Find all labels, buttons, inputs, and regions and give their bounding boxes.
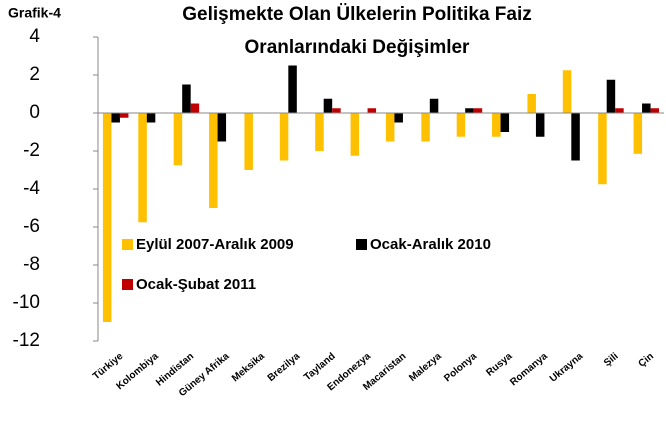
y-tick-label: -4	[23, 178, 40, 199]
bar	[182, 84, 191, 113]
bar	[323, 98, 333, 113]
y-tick-label: -8	[23, 254, 40, 275]
bar	[606, 79, 616, 113]
bar	[633, 113, 643, 154]
x-tick-label: Şili	[602, 351, 621, 369]
bar	[500, 113, 510, 132]
chart-label: Grafik-4	[8, 5, 61, 21]
bar	[473, 108, 483, 113]
bar	[119, 113, 129, 118]
bar	[146, 113, 156, 123]
x-tick-label: Ukrayna	[548, 351, 586, 385]
bar	[535, 113, 545, 137]
chart-title: Oranlarındaki Değişimler	[245, 37, 471, 58]
x-tick-label: Brezilya	[266, 351, 303, 384]
y-tick-label: -12	[13, 330, 40, 351]
bar	[138, 113, 147, 223]
x-tick-label: Rusya	[484, 351, 514, 379]
bar	[650, 108, 660, 113]
x-tick-label: Malezya	[407, 351, 444, 384]
bar	[111, 113, 120, 123]
bar	[217, 113, 227, 142]
bar	[598, 113, 607, 185]
bar	[102, 113, 112, 322]
legend-label: Ocak-Aralık 2010	[370, 236, 491, 253]
y-tick-label: 4	[29, 26, 40, 47]
bar	[571, 113, 580, 161]
x-tick-label: Meksika	[230, 351, 267, 385]
chart-title: Gelişmekte Olan Ülkelerin Politika Faiz	[182, 4, 532, 25]
bar	[562, 70, 572, 113]
y-tick-label: 0	[29, 102, 40, 123]
bar	[527, 94, 536, 113]
bar	[465, 108, 474, 113]
bar	[394, 113, 403, 123]
legend-label: Ocak-Şubat 2011	[136, 276, 256, 293]
x-tick-label: Romanya	[508, 351, 550, 389]
bar	[642, 103, 651, 113]
bar	[209, 113, 218, 208]
bar	[421, 113, 430, 142]
y-tick-label: 2	[29, 64, 40, 85]
x-tick-label: Çin	[637, 351, 656, 370]
y-tick-label: -10	[13, 292, 40, 313]
bar	[615, 108, 624, 113]
bar	[492, 113, 501, 137]
x-tick-label: Polonya	[442, 351, 479, 385]
bar	[173, 113, 183, 166]
bar	[315, 113, 324, 151]
bar	[456, 113, 466, 137]
bar	[429, 98, 439, 113]
bar	[367, 108, 377, 113]
bar	[288, 65, 297, 113]
bar	[244, 113, 253, 170]
y-tick-label: -6	[23, 216, 40, 237]
bar	[385, 113, 395, 142]
legend-swatch	[122, 239, 133, 250]
y-tick-label: -2	[23, 140, 40, 161]
legend-swatch	[356, 239, 367, 250]
legend-label: Eylül 2007-Aralık 2009	[136, 236, 294, 253]
bar	[332, 108, 341, 113]
bar	[190, 103, 200, 113]
bar	[279, 113, 289, 161]
bar	[350, 113, 360, 156]
legend-swatch	[122, 279, 133, 290]
